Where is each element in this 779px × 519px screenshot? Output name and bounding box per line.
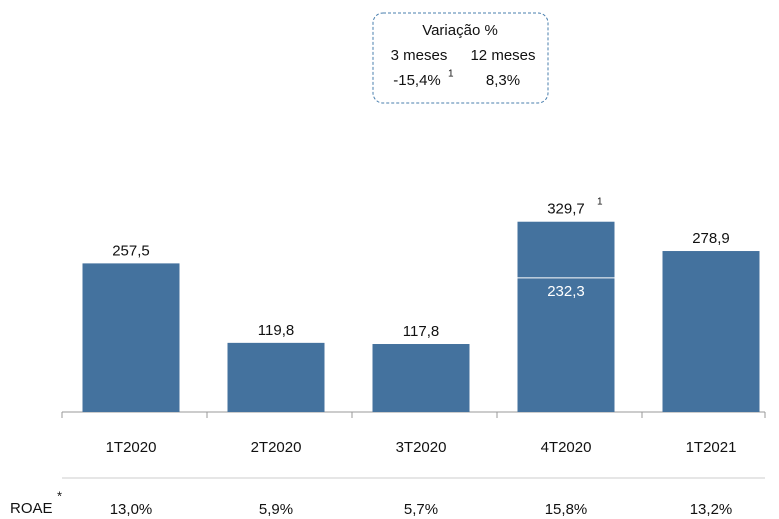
value-label: 119,8: [258, 322, 294, 339]
x-tick-label: 2T2020: [251, 439, 302, 456]
box-col2: 12 meses: [470, 47, 535, 64]
x-tick-label: 4T2020: [541, 439, 592, 456]
inner-label: 232,3: [547, 283, 585, 300]
box-val1: -15,4%: [393, 72, 441, 89]
box-val2: 8,3%: [486, 72, 520, 89]
x-tick-label: 1T2021: [686, 439, 737, 456]
roae-label: ROAE: [10, 500, 53, 517]
x-tick-label: 1T2020: [106, 439, 157, 456]
footnote: 1: [597, 196, 603, 207]
value-label: 329,7: [547, 201, 585, 218]
roae-value: 13,2%: [690, 501, 733, 518]
bar: [82, 263, 180, 412]
bar: [372, 344, 470, 412]
roae-value: 15,8%: [545, 501, 588, 518]
variation-box: [372, 12, 549, 104]
value-label: 117,8: [403, 323, 439, 340]
value-label: 257,5: [112, 242, 150, 259]
roae-marker: *: [57, 488, 62, 503]
x-tick-label: 3T2020: [396, 439, 447, 456]
box-footnote: 1: [448, 69, 454, 80]
roae-value: 5,7%: [404, 501, 438, 518]
box-col1: 3 meses: [391, 47, 448, 64]
value-label: 278,9: [692, 230, 730, 247]
bar: [517, 221, 615, 412]
roae-value: 13,0%: [110, 501, 153, 518]
box-title: Variação %: [422, 22, 498, 39]
bar: [227, 342, 325, 412]
bar: [662, 251, 760, 412]
roae-value: 5,9%: [259, 501, 293, 518]
